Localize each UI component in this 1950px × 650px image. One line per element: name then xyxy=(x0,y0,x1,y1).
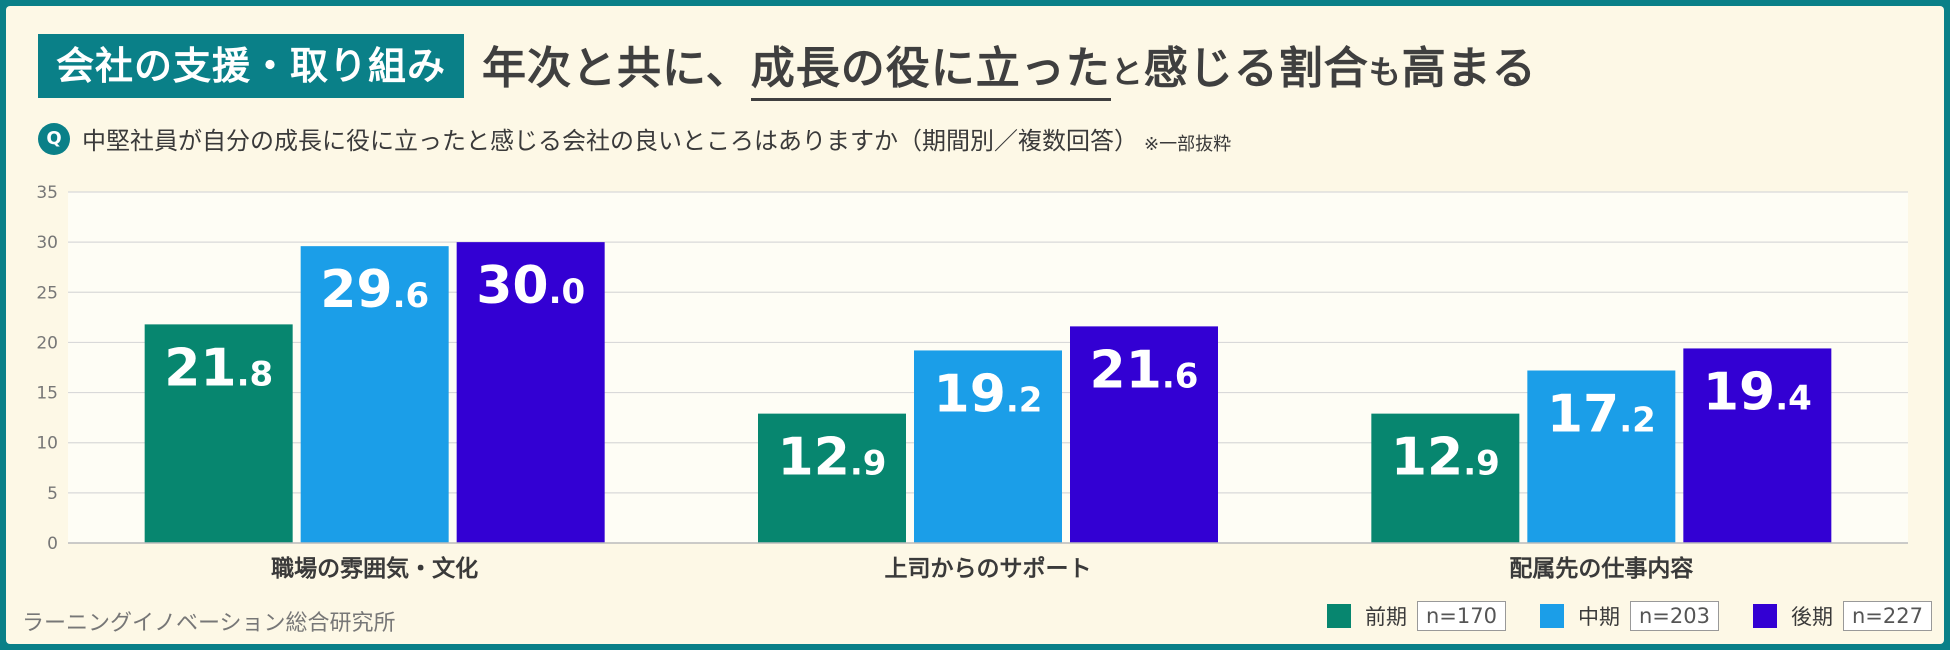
category-label: 上司からのサポート xyxy=(885,555,1092,582)
bar-value-label: 29.6 xyxy=(320,260,429,320)
header: 会社の支援・取り組み 年次と共に、 成長の役に立った と 感じる割合 も 高まる xyxy=(38,32,1537,101)
bar xyxy=(456,242,605,543)
legend-swatch-mid xyxy=(1540,604,1564,628)
headline-part-1: 年次と共に、 xyxy=(482,42,751,94)
legend-swatch-late xyxy=(1753,604,1777,628)
legend-item-early: 前期 n=170 xyxy=(1327,601,1506,631)
question: Q 中堅社員が自分の成長に役に立ったと感じる会社の良いところはありますか（期間別… xyxy=(38,121,1231,156)
bar xyxy=(914,350,1062,543)
bar xyxy=(1070,326,1218,543)
bar xyxy=(300,246,449,543)
y-tick-label: 20 xyxy=(36,333,58,353)
legend: 前期 n=170 中期 n=203 後期 n=227 xyxy=(1293,601,1932,631)
bar-value-label: 17.2 xyxy=(1547,385,1656,445)
y-tick-label: 25 xyxy=(36,283,58,303)
question-badge: Q xyxy=(38,122,70,155)
legend-item-late: 後期 n=227 xyxy=(1753,601,1932,631)
legend-label-late: 後期 xyxy=(1791,605,1833,629)
bar xyxy=(1683,348,1832,543)
y-tick-label: 0 xyxy=(47,534,58,554)
bar-value-label: 12.9 xyxy=(1391,428,1500,488)
headline-part-4: 感じる割合 xyxy=(1143,42,1369,94)
category-label: 配属先の仕事内容 xyxy=(1509,555,1693,582)
y-tick-label: 10 xyxy=(36,434,58,454)
legend-label-mid: 中期 xyxy=(1578,605,1620,629)
question-note: ※一部抜粋 xyxy=(1144,133,1232,155)
legend-item-mid: 中期 n=203 xyxy=(1540,601,1719,631)
headline-part-6: 高まる xyxy=(1401,42,1537,94)
question-text: 中堅社員が自分の成長に役に立ったと感じる会社の良いところはありますか（期間別／複… xyxy=(82,127,1138,155)
y-tick-label: 35 xyxy=(36,183,58,203)
bar xyxy=(758,413,906,543)
header-tag: 会社の支援・取り組み xyxy=(38,34,465,98)
y-tick-label: 30 xyxy=(36,233,58,253)
bar-value-label: 19.4 xyxy=(1703,362,1812,422)
bar-value-label: 12.9 xyxy=(778,428,887,488)
y-tick-label: 5 xyxy=(47,484,58,504)
bar xyxy=(1371,413,1520,543)
category-label: 職場の雰囲気・文化 xyxy=(271,555,478,582)
bar-value-label: 21.8 xyxy=(164,338,273,398)
legend-label-early: 前期 xyxy=(1365,605,1407,629)
bar-value-label: 30.0 xyxy=(476,256,585,316)
bar-value-label: 21.6 xyxy=(1090,340,1199,400)
headline: 年次と共に、 成長の役に立った と 感じる割合 も 高まる xyxy=(482,32,1537,101)
headline-part-5: も xyxy=(1368,52,1402,91)
legend-swatch-early xyxy=(1327,604,1351,628)
bar xyxy=(1527,370,1676,543)
headline-part-3: と xyxy=(1110,52,1144,91)
legend-n-early: n=170 xyxy=(1417,601,1506,631)
legend-n-mid: n=203 xyxy=(1630,601,1719,631)
source-label: ラーニングイノベーション総合研究所 xyxy=(22,611,396,636)
bar xyxy=(144,324,293,543)
legend-n-late: n=227 xyxy=(1843,601,1932,631)
bar-value-label: 19.2 xyxy=(934,364,1043,424)
y-tick-label: 15 xyxy=(36,384,58,404)
headline-part-2: 成長の役に立った xyxy=(750,32,1111,101)
